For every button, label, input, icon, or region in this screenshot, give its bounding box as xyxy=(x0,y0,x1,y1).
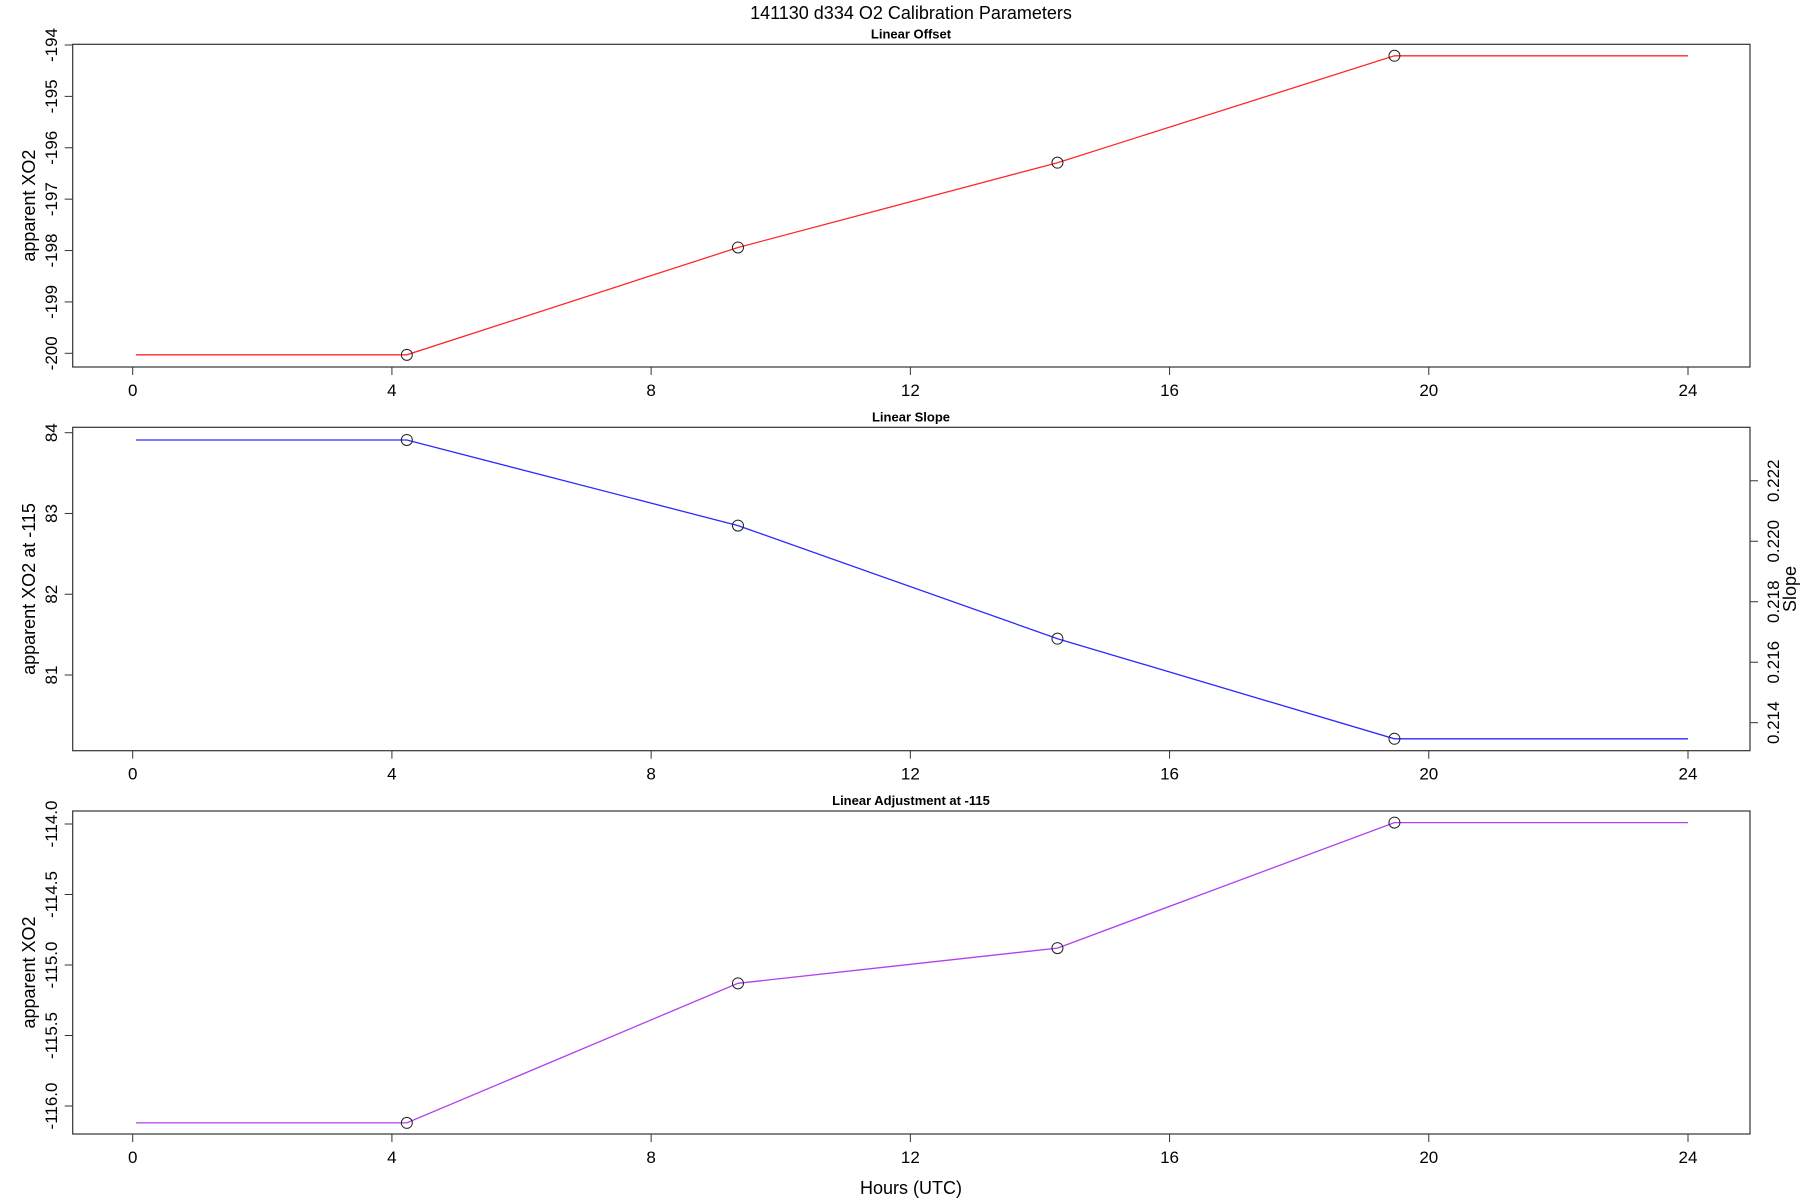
panel-title: Linear Offset xyxy=(871,26,952,41)
y-tick-label: -115.5 xyxy=(42,1012,61,1059)
panel-2: Linear Slope 0 4 8 12 16 20 24 81 82 83 84 apparent … xyxy=(19,409,1800,783)
figure-title: 141130 d334 O2 Calibration Parameters xyxy=(750,3,1072,23)
y-axis-label: apparent XO2 xyxy=(19,916,39,1028)
x-tick-label: 8 xyxy=(646,765,655,784)
plot-frame xyxy=(72,43,1751,368)
data-point xyxy=(1051,942,1064,955)
data-point xyxy=(400,433,413,446)
y-tick-label: -195 xyxy=(42,79,61,113)
x-tick-label: 4 xyxy=(387,381,396,400)
y-tick-label: -200 xyxy=(42,336,61,370)
x-tick-label: 0 xyxy=(128,381,137,400)
y-tick-label: 81 xyxy=(42,666,61,685)
data-point xyxy=(731,241,744,254)
x-tick-label: 12 xyxy=(901,1148,920,1167)
x-tick-label: 4 xyxy=(387,1148,396,1167)
x-tick-label: 20 xyxy=(1419,381,1438,400)
data-point xyxy=(1388,732,1401,745)
y-tick-label: -115.0 xyxy=(42,942,61,989)
y-tick-label: -114.5 xyxy=(42,871,61,918)
series-line xyxy=(135,821,1688,1124)
y2-tick-label: 0.216 xyxy=(1764,641,1783,684)
x-tick-label: 16 xyxy=(1160,765,1179,784)
y-tick-label: -114.0 xyxy=(42,801,61,848)
x-tick-label: 4 xyxy=(387,765,396,784)
x-tick-label: 20 xyxy=(1419,1148,1438,1167)
y-tick-label: -199 xyxy=(42,285,61,319)
y2-tick-label: 0.214 xyxy=(1764,701,1783,744)
data-point xyxy=(1051,632,1064,645)
y-tick-label: -116.0 xyxy=(42,1083,61,1130)
data-point xyxy=(1051,156,1064,169)
y-tick-label: 82 xyxy=(42,585,61,604)
panel-title: Linear Adjustment at -115 xyxy=(832,793,990,808)
plot-frame xyxy=(72,810,1751,1135)
data-point xyxy=(731,977,744,990)
x-tick-label: 8 xyxy=(646,381,655,400)
panel-1: Linear Offset 0 4 8 12 16 20 24 -200 -199 -198 -197… xyxy=(19,26,1751,400)
x-tick-label: 16 xyxy=(1160,381,1179,400)
data-point xyxy=(400,348,413,361)
y2-tick-label: 0.218 xyxy=(1764,580,1783,623)
x-tick-label: 12 xyxy=(901,765,920,784)
x-tick-label: 0 xyxy=(128,1148,137,1167)
series-line xyxy=(135,55,1688,356)
x-tick-label: 24 xyxy=(1679,765,1698,784)
y-tick-label: -197 xyxy=(42,182,61,216)
panel-3: Linear Adjustment at -115 0 4 8 12 16 20 24 -116… xyxy=(19,793,1751,1167)
x-tick-label: 24 xyxy=(1679,381,1698,400)
y-tick-label: -196 xyxy=(42,131,61,165)
x-tick-label: 16 xyxy=(1160,1148,1179,1167)
y-axis-label: apparent XO2 at -115 xyxy=(19,503,39,675)
panel-title: Linear Slope xyxy=(872,409,950,424)
y-tick-label: 84 xyxy=(42,423,61,442)
plot-frame xyxy=(72,426,1751,752)
x-tick-label: 20 xyxy=(1419,765,1438,784)
y2-tick-label: 0.220 xyxy=(1764,520,1783,563)
y-tick-label: -198 xyxy=(42,234,61,268)
y2-tick-label: 0.222 xyxy=(1764,460,1783,503)
y2-axis-label: Slope xyxy=(1780,566,1800,612)
data-point xyxy=(1388,816,1401,829)
y-axis-label: apparent XO2 xyxy=(19,150,39,262)
data-point xyxy=(1388,49,1401,62)
x-axis-label: Hours (UTC) xyxy=(860,1178,962,1198)
data-point xyxy=(400,1116,413,1129)
x-tick-label: 24 xyxy=(1679,1148,1698,1167)
x-tick-label: 8 xyxy=(646,1148,655,1167)
series-line xyxy=(135,439,1688,740)
y-tick-label: 83 xyxy=(42,504,61,523)
x-tick-label: 12 xyxy=(901,381,920,400)
y-tick-label: -194 xyxy=(42,28,61,62)
x-tick-label: 0 xyxy=(128,765,137,784)
data-point xyxy=(731,519,744,532)
